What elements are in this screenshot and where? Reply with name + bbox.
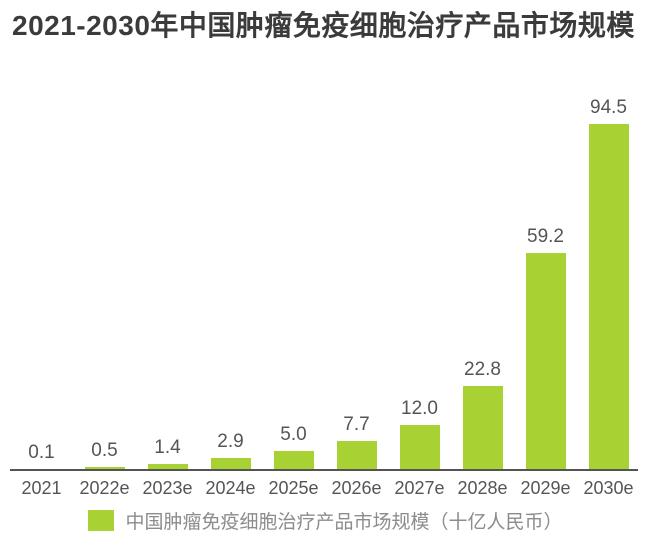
bar-value-label: 0.1 xyxy=(28,441,55,463)
x-axis-line xyxy=(10,469,638,471)
bar xyxy=(462,385,503,469)
bar-column: 5.0 xyxy=(262,97,325,469)
bar xyxy=(84,467,125,469)
legend: 中国肿瘤免疫细胞治疗产品市场规模（十亿人民币） xyxy=(0,507,651,533)
x-axis-label: 2024e xyxy=(205,478,256,498)
bar-column: 22.8 xyxy=(451,97,514,469)
chart-title: 2021-2030年中国肿瘤免疫细胞治疗产品市场规模 xyxy=(12,10,635,41)
bar-value-label: 0.5 xyxy=(91,440,118,462)
bar-column: 2.9 xyxy=(199,97,262,469)
x-axis-label: 2030e xyxy=(583,478,634,498)
x-axis-label: 2026e xyxy=(331,478,382,498)
bar-value-label: 1.4 xyxy=(154,436,181,458)
bar xyxy=(336,440,377,469)
bar-value-label: 2.9 xyxy=(217,431,244,453)
bar-value-label: 12.0 xyxy=(401,398,438,420)
bar-value-label: 7.7 xyxy=(343,413,370,435)
bar-value-label: 5.0 xyxy=(280,423,307,445)
legend-swatch-icon xyxy=(88,509,115,531)
bar xyxy=(525,252,566,469)
bar-column: 1.4 xyxy=(136,97,199,469)
x-axis-label: 2023e xyxy=(142,478,193,498)
bar-column: 7.7 xyxy=(325,97,388,469)
x-axis-label: 2027e xyxy=(394,478,445,498)
bar-value-label: 59.2 xyxy=(527,225,564,247)
bar-value-label: 94.5 xyxy=(590,97,627,118)
bar xyxy=(273,450,314,469)
bar xyxy=(210,458,251,469)
bar-column: 59.2 xyxy=(514,97,577,469)
x-axis-label: 2028e xyxy=(457,478,508,498)
bar-column: 94.5 xyxy=(577,97,640,469)
bar-column: 0.5 xyxy=(73,97,136,469)
bar xyxy=(147,463,188,469)
bar-value-label: 22.8 xyxy=(464,358,501,380)
legend-label: 中国肿瘤免疫细胞治疗产品市场规模（十亿人民币） xyxy=(125,511,563,533)
bar-column: 12.0 xyxy=(388,97,451,469)
bar-column: 0.1 xyxy=(10,97,73,469)
bar xyxy=(588,124,629,469)
plot-area: 0.1 0.5 1.4 2.9 5.0 7.7 12.0 22.8 59.2 94.5 xyxy=(10,97,640,469)
bar xyxy=(399,425,440,469)
x-axis-label: 2025e xyxy=(268,478,319,498)
x-axis-label: 2021 xyxy=(21,478,62,498)
x-axis-label: 2029e xyxy=(520,478,571,498)
x-axis-labels: 2021 2022e 2023e 2024e 2025e 2026e 2027e 2028e 2… xyxy=(10,477,640,499)
x-axis-label: 2022e xyxy=(79,478,130,498)
